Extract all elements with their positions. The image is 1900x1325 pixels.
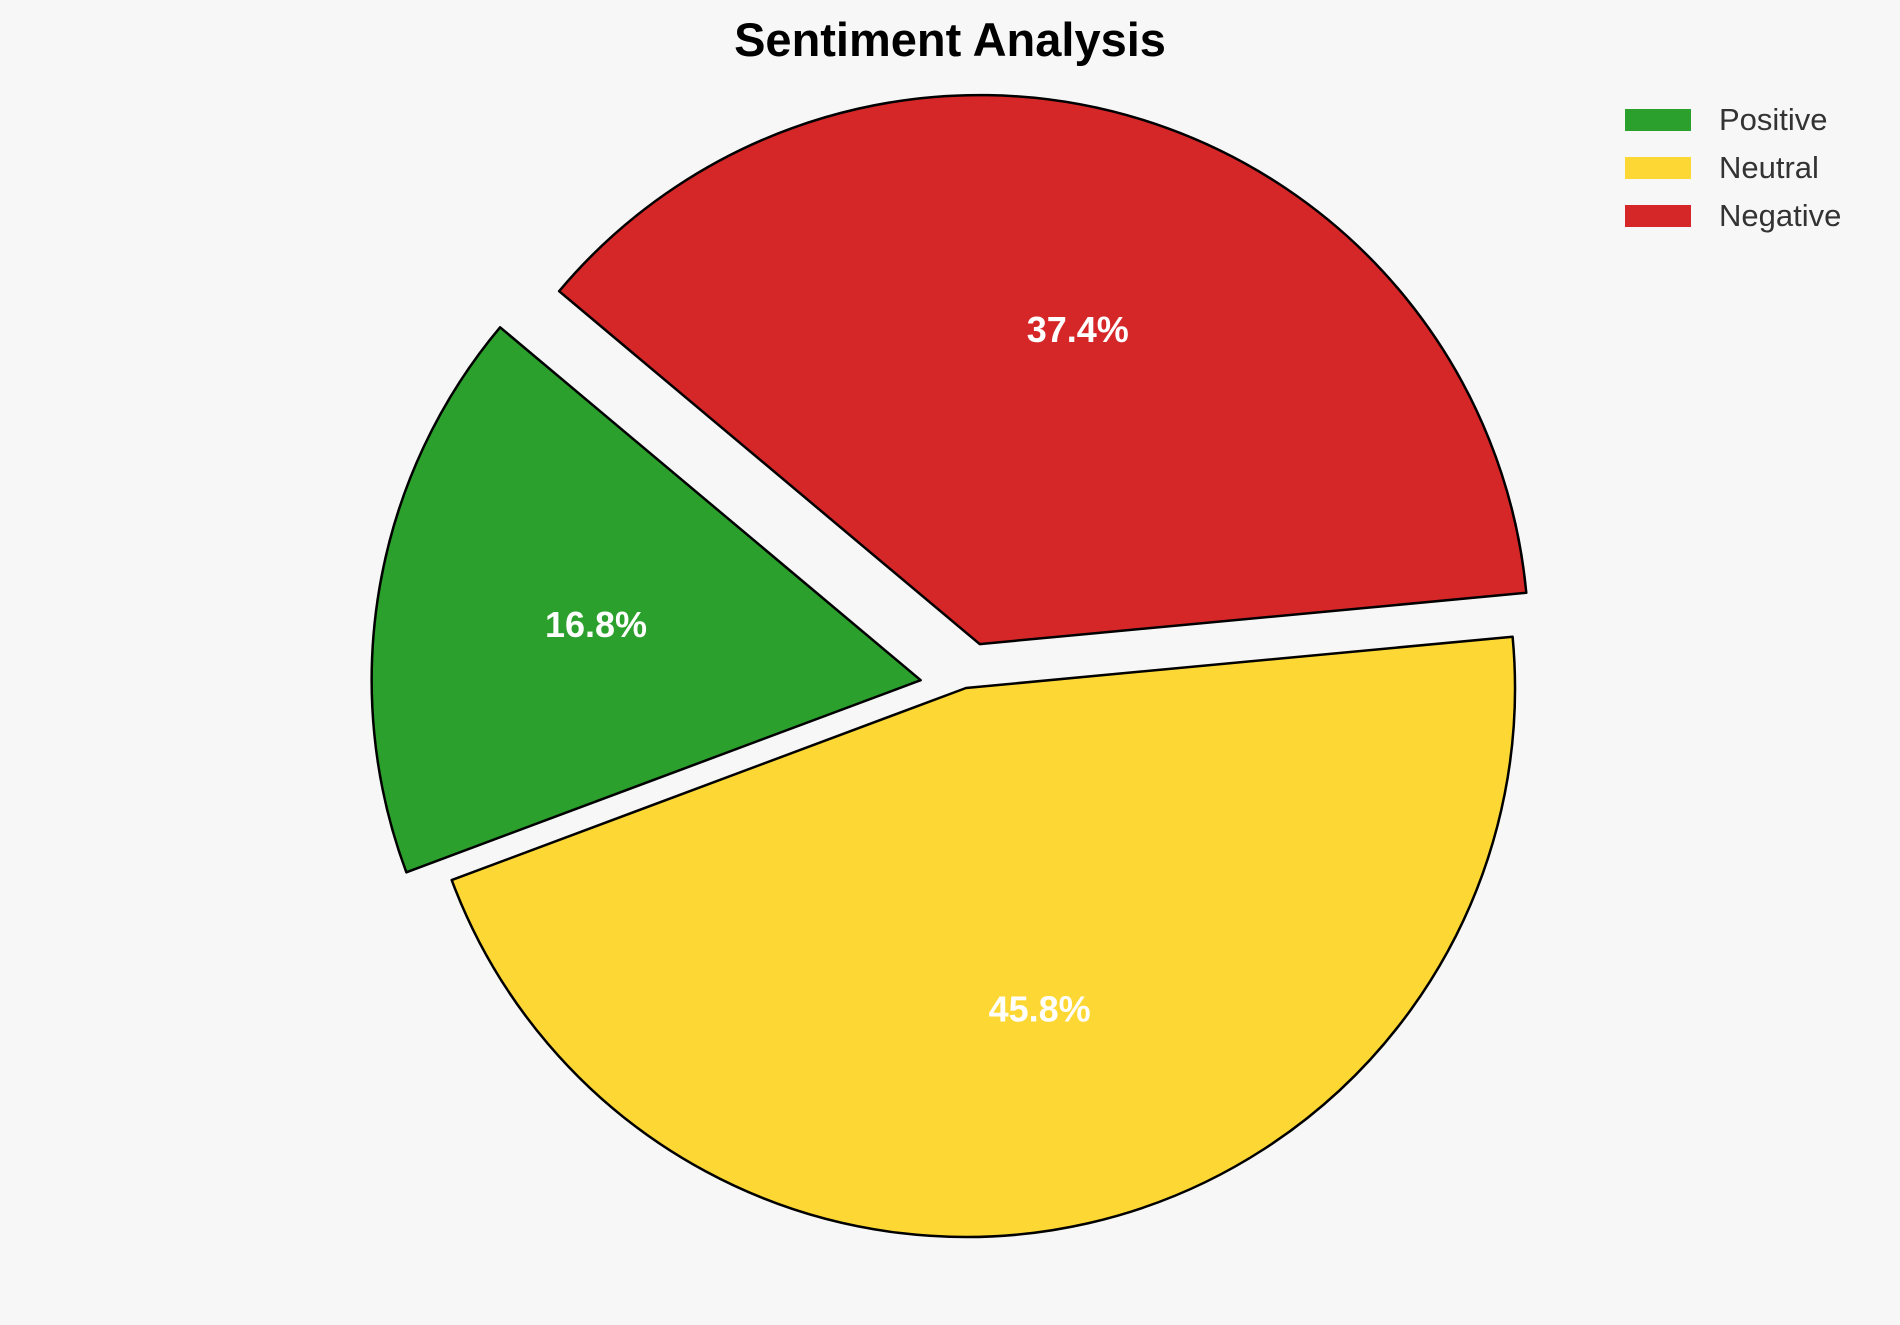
pie-slice-neutral [450, 635, 1517, 1239]
legend-swatch-neutral [1625, 157, 1691, 179]
legend-swatch-negative [1625, 205, 1691, 227]
legend: Positive Neutral Negative [1625, 96, 1841, 240]
pie-slice-negative [557, 93, 1528, 646]
legend-label-positive: Positive [1719, 102, 1828, 137]
pie-slice-positive [370, 326, 922, 874]
legend-label-neutral: Neutral [1719, 150, 1819, 185]
legend-item-positive: Positive [1625, 96, 1841, 144]
pie-label-neutral: 45.8% [989, 989, 1091, 1030]
pie-slices [370, 93, 1528, 1239]
pie-label-positive: 16.8% [545, 604, 647, 645]
legend-item-neutral: Neutral [1625, 144, 1841, 192]
legend-item-negative: Negative [1625, 192, 1841, 240]
legend-label-negative: Negative [1719, 198, 1842, 233]
pie-percent-labels: 16.8% 45.8% 37.4% [545, 309, 1129, 1029]
legend-swatch-positive [1625, 109, 1691, 131]
pie-label-negative: 37.4% [1027, 309, 1129, 350]
chart-title: Sentiment Analysis [734, 13, 1166, 66]
